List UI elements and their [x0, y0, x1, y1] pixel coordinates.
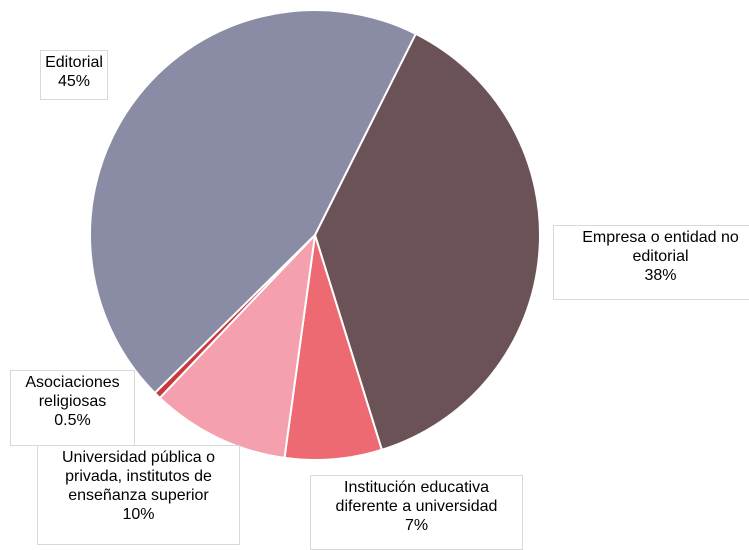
- category-label: Empresa o entidad no editorial: [582, 229, 739, 265]
- pie-slice: [313, 32, 541, 452]
- pie-slice: [89, 9, 418, 395]
- slice-label: Empresa o entidad no editorial 38%: [553, 225, 749, 300]
- value-label: 38%: [644, 267, 677, 284]
- slice-label: Editorial 45%: [40, 50, 108, 100]
- category-label: Asociaciones religiosas: [25, 374, 120, 410]
- value-label: 7%: [404, 517, 429, 534]
- pie-slice: [158, 232, 317, 460]
- category-label: Institución educativa diferente a univer…: [335, 479, 498, 515]
- value-label: 45%: [57, 73, 91, 90]
- category-label: Universidad pública o privada, instituto…: [62, 449, 215, 504]
- value-label: 0.5%: [54, 412, 91, 429]
- value-label: 10%: [122, 506, 155, 523]
- slice-label: Institución educativa diferente a univer…: [310, 475, 523, 550]
- slice-label: Asociaciones religiosas 0.5%: [10, 370, 135, 446]
- slice-label: Universidad pública o privada, instituto…: [37, 445, 240, 545]
- category-label: Editorial: [45, 54, 103, 71]
